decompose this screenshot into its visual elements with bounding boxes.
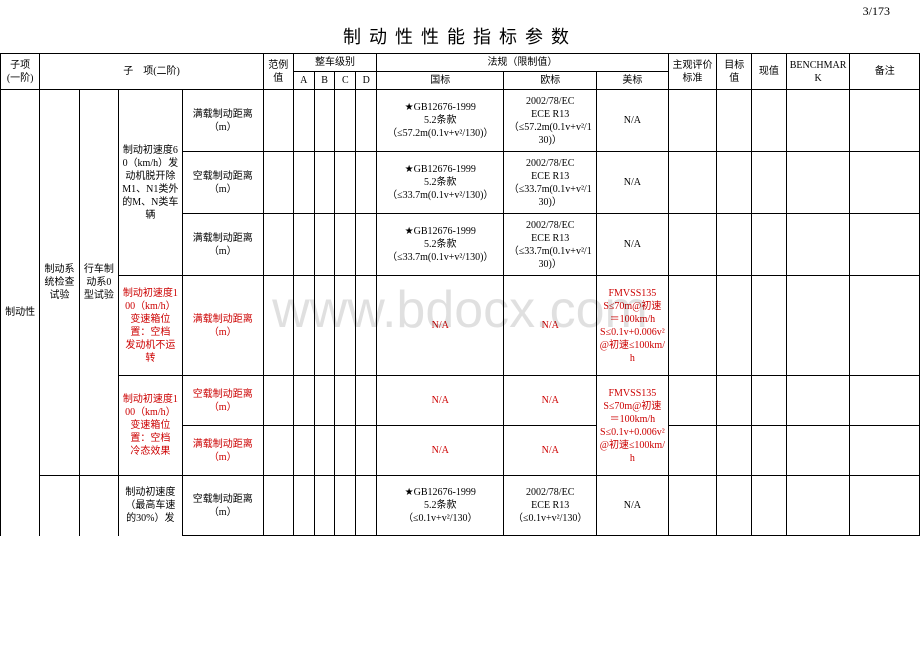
hdr-sub1: 子项 (一阶) [1,54,40,90]
page-title: 制动性性能指标参数 [0,21,920,53]
cell [717,90,752,152]
hdr-a: A [293,72,314,90]
gb-cell: N/A [377,276,504,376]
mb-cell: N/A [597,90,669,152]
mb-cell: FMVSS135 S≤70m@初速＝100km/h S≤0.1v+0.006v²… [597,276,669,376]
ob-cell: 2002/78/EC ECE R13 （≤57.2m(0.1v+v²/130)） [504,90,597,152]
hdr-c: C [335,72,356,90]
cell [850,90,920,152]
spec-table: 子项 (一阶) 子 项(二阶) 范例值 整车级别 法规（限制值） 主观评价标准 … [0,53,920,536]
cell [335,90,356,152]
cell [263,90,293,152]
cond4: 制动初速度（最高车速的30%）发 [119,476,183,536]
hdr-ob: 欧标 [504,72,597,90]
gb-cell: ★GB12676-1999 5.2条款 （≤0.1v+v²/130） [377,476,504,536]
cond1: 制动初速度60（km/h）发动机脱开除M1、N1类外的M、N类车辆 [119,90,183,276]
hdr-b: B [314,72,335,90]
hdr-d: D [356,72,377,90]
mb-cell: N/A [597,152,669,214]
gb-cell: ★GB12676-1999 5.2条款 （≤33.7m(0.1v+v²/130)… [377,152,504,214]
gb-cell: ★GB12676-1999 5.2条款 （≤57.2m(0.1v+v²/130)… [377,90,504,152]
measure: 满载制动距离（m） [182,214,263,276]
hdr-subj: 主观评价标准 [668,54,717,90]
hdr-bench: BENCHMARK [786,54,850,90]
ob-cell: N/A [504,276,597,376]
hdr-example: 范例值 [263,54,293,90]
col-l1: 制动性 [1,90,40,536]
hdr-mb: 美标 [597,72,669,90]
hdr-current: 现值 [752,54,787,90]
cell [752,90,787,152]
cell [668,90,717,152]
page-number: 3/173 [0,0,920,21]
gb-cell: N/A [377,426,504,476]
cell [356,90,377,152]
ob-cell: 2002/78/EC ECE R13 （≤0.1v+v²/130） [504,476,597,536]
col-l3: 行车制动系0型试验 [79,90,118,476]
mb-cell: N/A [597,476,669,536]
cond3: 制动初速度100（km/h） 变速箱位置：空档 冷态效果 [119,376,183,476]
mb-cell: N/A [597,214,669,276]
ob-cell: 2002/78/EC ECE R13 （≤33.7m(0.1v+v²/130)） [504,152,597,214]
measure: 满载制动距离（m） [182,276,263,376]
hdr-sub2: 子 项(二阶) [40,54,263,90]
ob-cell: N/A [504,376,597,426]
hdr-target: 目标值 [717,54,752,90]
col-l2: 制动系统检查试验 [40,90,79,476]
cell [293,90,314,152]
measure: 空载制动距离（m） [182,476,263,536]
mb-cell: FMVSS135 S≤70m@初速＝100km/h S≤0.1v+0.006v²… [597,376,669,476]
measure: 满载制动距离（m） [182,426,263,476]
cell [314,90,335,152]
hdr-remark: 备注 [850,54,920,90]
ob-cell: N/A [504,426,597,476]
hdr-reg: 法规（限制值） [377,54,669,72]
cond2: 制动初速度100（km/h） 变速箱位置：空档 发动机不运转 [119,276,183,376]
measure: 空载制动距离（m） [182,152,263,214]
ob-cell: 2002/78/EC ECE R13 （≤33.7m(0.1v+v²/130)） [504,214,597,276]
hdr-gb: 国标 [377,72,504,90]
measure: 满载制动距离（m） [182,90,263,152]
gb-cell: ★GB12676-1999 5.2条款 （≤33.7m(0.1v+v²/130)… [377,214,504,276]
cell [786,90,850,152]
measure: 空载制动距离（m） [182,376,263,426]
hdr-vehlevel: 整车级别 [293,54,376,72]
gb-cell: N/A [377,376,504,426]
